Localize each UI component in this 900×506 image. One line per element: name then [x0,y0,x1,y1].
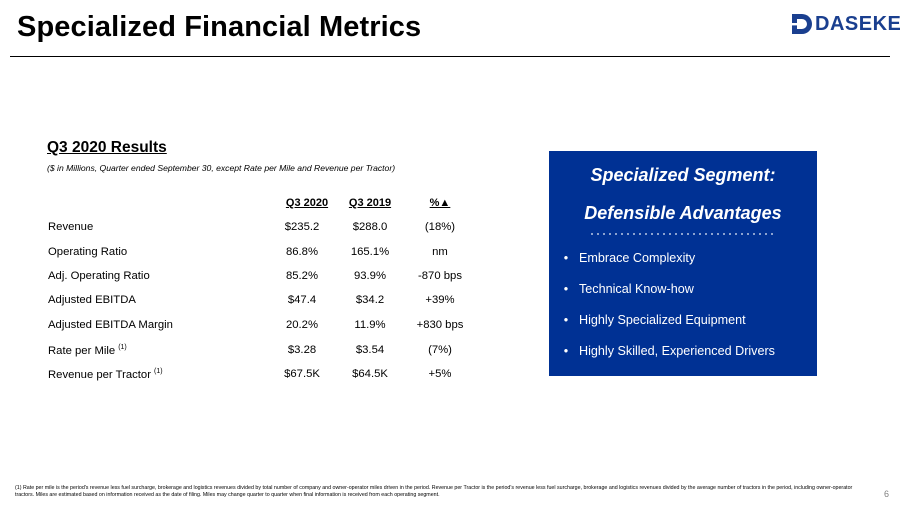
cell-change: (7%) [428,344,452,356]
bullet-icon: • [563,251,569,265]
row-label: Adj. Operating Ratio [48,270,150,282]
panel-title-line2: Defensible Advantages [584,203,782,223]
table-row: Revenue per Tractor (1) $67.5K $64.5K +5% [0,368,480,384]
panel-bullet: • Highly Specialized Equipment [559,313,746,327]
cell-q3-2020: $3.28 [287,344,317,356]
row-label: Rate per Mile (1) [48,344,127,357]
cell-q3-2019: $64.5K [352,368,388,380]
daseke-logo: DASEKE ® [790,12,900,36]
row-label: Revenue [48,221,94,233]
cell-change: nm [432,246,448,258]
panel-bullet: • Embrace Complexity [559,251,695,265]
row-label: Revenue per Tractor (1) [48,368,163,381]
table-row: Adj. Operating Ratio 85.2% 93.9% -870 bp… [0,270,480,286]
page-number: 6 [884,489,890,499]
table-row: Revenue $235.2 $288.0 (18%) [0,221,480,237]
table-row: Adjusted EBITDA Margin 20.2% 11.9% +830 … [0,319,480,335]
table-row: Operating Ratio 86.8% 165.1% nm [0,246,480,262]
table-row: Adjusted EBITDA $47.4 $34.2 +39% [0,294,480,310]
footnote-marker: (1) [153,368,163,375]
cell-change: +5% [428,368,452,380]
cell-q3-2020: 85.2% [285,270,319,282]
cell-q3-2019: 11.9% [354,319,386,331]
column-header-q3-2020: Q3 2020 [285,197,329,209]
cell-q3-2019: $3.54 [355,344,385,356]
bullet-icon: • [563,344,569,358]
column-header-q3-2019: Q3 2019 [348,197,392,209]
panel-title-line1: Specialized Segment: [590,165,776,185]
bullet-icon: • [563,282,569,296]
cell-q3-2019: $34.2 [355,294,385,306]
bullet-icon: • [563,313,569,327]
title-divider [10,56,890,57]
cell-change: +39% [425,294,455,306]
row-label: Adjusted EBITDA [48,294,136,306]
panel-bullet: • Technical Know-how [559,282,694,296]
cell-q3-2020: $235.2 [284,221,320,233]
cell-change: -870 bps [418,270,462,282]
row-label: Operating Ratio [48,246,128,258]
cell-q3-2020: $67.5K [284,368,320,380]
cell-q3-2019: 93.9% [353,270,387,282]
row-label: Adjusted EBITDA Margin [48,319,173,331]
results-title: Q3 2020 Results [47,139,167,156]
cell-change: (18%) [424,221,456,233]
cell-change: +830 bps [416,319,464,331]
specialized-segment-panel: Specialized Segment: Defensible Advantag… [549,151,817,376]
table-row: Rate per Mile (1) $3.28 $3.54 (7%) [0,344,480,360]
results-subtitle: ($ in Millions, Quarter ended September … [47,163,396,173]
column-header-change: %▲ [429,197,451,209]
page-title: Specialized Financial Metrics [17,11,422,43]
cell-q3-2020: 20.2% [285,319,319,331]
panel-dotted-divider [591,233,776,235]
logo-text: DASEKE [815,12,900,35]
footnote-text: (1) Rate per mile is the period's revenu… [15,485,853,498]
logo-mark-icon [792,14,812,34]
footnote-marker: (1) [118,344,127,351]
cell-q3-2019: 165.1% [350,246,390,258]
cell-q3-2019: $288.0 [352,221,388,233]
cell-q3-2020: $47.4 [287,294,317,306]
panel-bullet: • Highly Skilled, Experienced Drivers [559,344,775,358]
cell-q3-2020: 86.8% [285,246,319,258]
